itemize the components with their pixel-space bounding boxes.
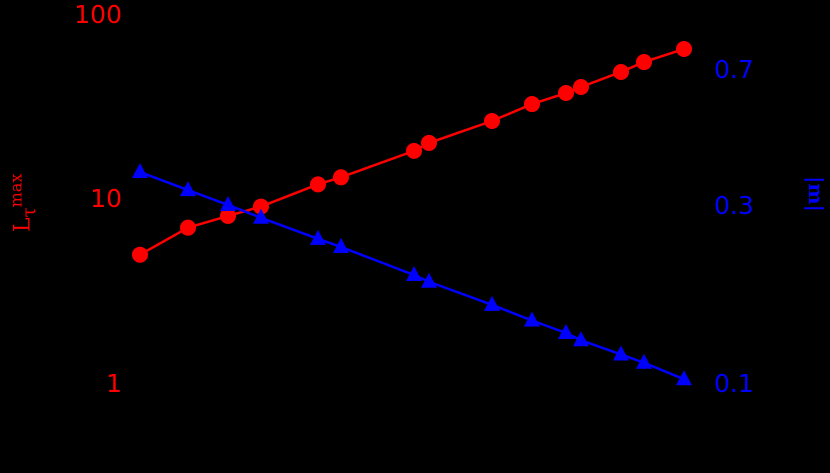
right-axis-label: |m|	[803, 176, 828, 212]
left-tick-10: 10	[90, 184, 122, 213]
blue-series-markers	[132, 163, 692, 386]
circle-marker	[406, 142, 422, 159]
right-tick-0.1: 0.1	[714, 369, 754, 398]
triangle-marker	[573, 331, 589, 347]
triangle-marker	[613, 345, 629, 361]
triangle-marker	[180, 181, 196, 197]
triangle-marker	[524, 311, 540, 327]
left-axis-label-base: L	[10, 217, 36, 233]
circle-marker	[484, 113, 500, 130]
triangle-marker	[676, 370, 692, 386]
left-tick-100: 100	[74, 0, 122, 29]
right-tick-0.3: 0.3	[714, 191, 754, 220]
left-axis-label-sub: τ	[19, 207, 41, 218]
triangle-marker	[220, 195, 236, 211]
circle-marker	[676, 40, 692, 57]
triangle-marker	[333, 237, 349, 253]
triangle-marker	[132, 163, 148, 179]
triangle-marker	[310, 229, 326, 245]
circle-marker	[253, 198, 269, 215]
circle-marker	[333, 169, 349, 186]
circle-marker	[558, 85, 574, 102]
circle-marker	[132, 246, 148, 263]
circle-marker	[180, 219, 196, 236]
left-tick-1: 1	[106, 369, 122, 398]
right-tick-0.7: 0.7	[714, 55, 754, 84]
circle-marker	[310, 176, 326, 193]
circle-marker	[573, 79, 589, 96]
triangle-marker	[636, 353, 652, 369]
triangle-marker	[406, 265, 422, 281]
circle-marker	[220, 207, 236, 224]
red-series-markers	[132, 40, 692, 263]
circle-marker	[636, 54, 652, 71]
triangle-marker	[558, 324, 574, 340]
triangle-marker	[484, 295, 500, 311]
triangle-marker	[421, 272, 437, 288]
triangle-marker	[253, 208, 269, 224]
left-axis-label: Lτmax	[6, 174, 40, 232]
circle-marker	[613, 63, 629, 80]
circle-marker	[524, 96, 540, 113]
circle-marker	[421, 134, 437, 151]
left-axis-label-sup: max	[6, 173, 26, 208]
